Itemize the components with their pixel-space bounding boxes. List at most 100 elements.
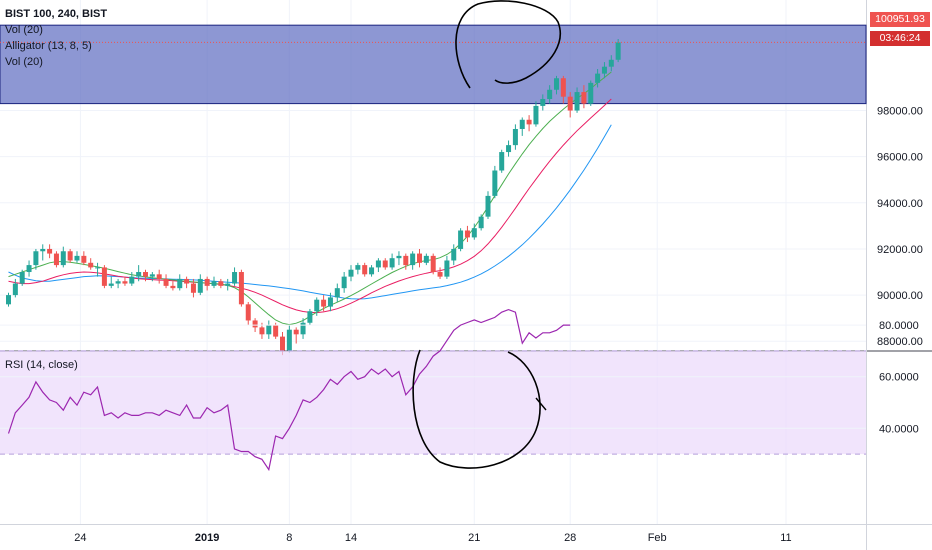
candle-body	[184, 278, 190, 284]
candle-body	[218, 281, 224, 286]
candle-body	[554, 78, 559, 90]
candle-body	[136, 272, 142, 277]
candle-body	[458, 230, 464, 249]
countdown-tag: 03:46:24	[870, 31, 930, 46]
candle-body	[499, 152, 505, 171]
candle-body	[321, 299, 327, 307]
candle-body	[341, 276, 347, 289]
candle-body	[19, 272, 25, 284]
candle-body	[560, 78, 566, 97]
candle-body	[595, 73, 601, 83]
rsi-tick-label: 80.0000	[879, 320, 919, 332]
candle-body	[417, 253, 422, 263]
candle-body	[122, 281, 128, 284]
last-price-tag: 100951.93	[870, 12, 930, 27]
candle-body	[512, 128, 518, 146]
candle-body	[430, 255, 436, 273]
candle-body	[533, 105, 539, 125]
candle-body	[197, 278, 203, 293]
candle-body	[211, 281, 217, 286]
candle-body	[47, 248, 53, 254]
rsi-legend[interactable]: RSI (14, close)	[5, 359, 78, 371]
candle-body	[410, 253, 416, 266]
rsi-tick-label: 60.0000	[879, 372, 919, 384]
rsi-band	[0, 350, 866, 455]
price-tick-label: 98000.00	[877, 106, 923, 118]
candle-body	[115, 281, 121, 284]
candle-body	[471, 228, 477, 238]
candle-body	[245, 304, 251, 321]
x-tick-label: 8	[286, 532, 292, 544]
candle-body	[506, 145, 512, 153]
candle-body	[451, 248, 457, 261]
x-tick-label: 21	[468, 532, 480, 544]
candle-body	[273, 325, 279, 337]
candle-body	[40, 248, 46, 252]
alligator-legend[interactable]: Alligator (13, 8, 5)	[5, 40, 92, 52]
alligator-jaw-line	[8, 124, 612, 300]
candle-body	[485, 195, 491, 217]
candle-body	[108, 283, 114, 286]
candle-body	[615, 42, 621, 60]
candle-body	[608, 59, 614, 67]
price-annotation-circle	[455, 0, 561, 89]
candle-body	[581, 92, 587, 104]
candle-body	[403, 255, 409, 266]
candle-body	[375, 260, 381, 268]
candle-body	[26, 265, 32, 273]
candle-body	[478, 216, 484, 229]
rsi-annotation-tick	[535, 397, 547, 411]
candle-body	[334, 288, 340, 298]
candle-body	[60, 251, 66, 266]
candle-body	[574, 92, 580, 111]
candle-body	[314, 299, 320, 312]
candle-body	[437, 272, 443, 277]
candle-body	[567, 96, 573, 111]
candle-body	[259, 327, 265, 335]
volume2-legend[interactable]: Vol (20)	[5, 56, 43, 68]
x-tick-label: 28	[564, 532, 576, 544]
candle-body	[67, 251, 73, 261]
volume-legend[interactable]: Vol (20)	[5, 24, 43, 36]
candle-body	[163, 278, 169, 286]
rsi-tick-label: 40.0000	[879, 423, 919, 435]
candle-body	[204, 278, 210, 286]
candle-body	[170, 285, 176, 289]
candle-body	[423, 255, 429, 263]
candle-body	[588, 82, 594, 104]
candle-body	[129, 276, 135, 284]
candle-body	[88, 262, 94, 268]
symbol-legend[interactable]: BIST 100, 240, BIST	[5, 8, 108, 20]
candle-body	[156, 274, 162, 279]
candle-body	[300, 322, 306, 335]
candle-body	[149, 274, 155, 277]
candle-body	[33, 251, 39, 266]
candle-body	[348, 269, 354, 277]
price-tick-label: 94000.00	[877, 198, 923, 210]
candle-body	[286, 329, 292, 351]
candle-body	[369, 267, 375, 275]
candle-body	[252, 320, 258, 328]
candle-body	[232, 272, 238, 284]
candle-body	[389, 258, 395, 268]
x-tick-label: Feb	[648, 532, 667, 544]
x-tick-label: 14	[345, 532, 357, 544]
candle-body	[519, 119, 525, 129]
candle-body	[492, 170, 498, 196]
candle-body	[12, 283, 18, 296]
candle-body	[177, 278, 183, 289]
candle-body	[266, 325, 272, 335]
price-tick-label: 90000.00	[877, 290, 923, 302]
candle-body	[362, 265, 368, 275]
candle-body	[143, 272, 148, 277]
x-tick-label: 24	[74, 532, 86, 544]
price-tick-label: 88000.00	[877, 336, 923, 348]
candle-body	[293, 329, 299, 335]
candle-body	[547, 89, 553, 99]
candle-body	[190, 283, 196, 293]
candle-body	[280, 336, 285, 351]
candle-body	[327, 297, 333, 307]
candle-body	[81, 255, 87, 263]
x-tick-label: 11	[780, 532, 791, 544]
